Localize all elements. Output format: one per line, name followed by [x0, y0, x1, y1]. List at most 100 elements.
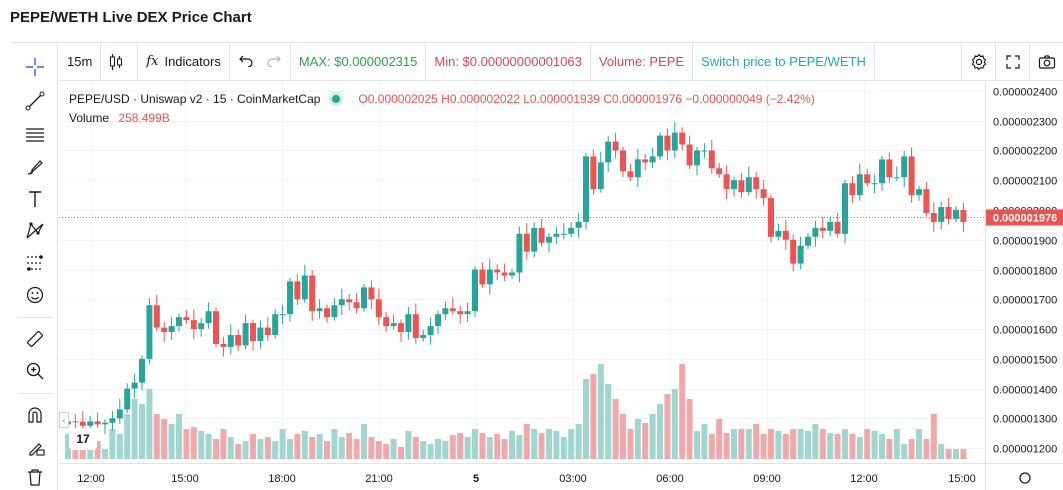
time-tick-label: 21:00 — [365, 473, 393, 485]
candle-body — [361, 287, 367, 309]
candle-body — [627, 171, 634, 178]
volume-bar — [116, 434, 123, 459]
camera-icon[interactable] — [1029, 43, 1063, 81]
chart-area[interactable]: 0.000002400 0.000002300 0.000002200 0.00000… — [59, 82, 1063, 490]
volume-bar — [220, 429, 227, 459]
trash-icon[interactable] — [21, 463, 49, 490]
volume-bar — [605, 384, 612, 459]
candle-body — [435, 314, 441, 327]
candle-body — [568, 227, 575, 234]
forecast-icon[interactable] — [21, 249, 49, 277]
candle-body — [146, 305, 153, 359]
axis-settings-icon[interactable] — [1019, 472, 1031, 484]
candle-body — [176, 317, 182, 327]
volume-bar — [886, 439, 893, 459]
page-title: PEPE/WETH Live DEX Price Chart — [10, 9, 252, 26]
candle-body — [235, 335, 242, 346]
candle-body — [834, 221, 841, 234]
volume-bar — [753, 424, 760, 459]
candle-body — [938, 207, 945, 222]
candle-body — [457, 311, 464, 315]
volume-bar — [679, 364, 686, 459]
volume-bar — [701, 424, 708, 459]
candle-body — [338, 299, 345, 306]
volume-bar — [745, 429, 752, 459]
price-tick-label: 0.000001600 — [993, 325, 1057, 337]
settings-icon[interactable] — [961, 43, 995, 81]
zoom-in-icon[interactable] — [21, 357, 49, 385]
volume-bar — [568, 429, 575, 459]
pattern-icon[interactable] — [21, 217, 49, 245]
candle-body — [893, 177, 900, 179]
volume-bar — [390, 439, 397, 459]
volume-bar — [257, 439, 264, 459]
price-chart[interactable]: 0.000002400 0.000002300 0.000002200 0.00000… — [59, 82, 1063, 490]
candle-body — [227, 335, 234, 347]
volume-bar — [642, 423, 649, 459]
interval-button[interactable]: 15m — [59, 42, 102, 81]
candle-body — [250, 323, 256, 341]
volume-bar — [916, 429, 922, 459]
volume-bar — [124, 414, 131, 459]
collapse-toolbar-button[interactable]: ‹ — [59, 412, 69, 428]
top-toolbar: 15m fx Indicators MAX: $0.000002315 Min:… — [59, 42, 1063, 81]
switch-price-button[interactable]: Switch price to PEPE/WETH — [693, 42, 875, 81]
min-price-label: Min: $0.00000000001063 — [426, 42, 591, 81]
volume-bar — [760, 434, 767, 459]
volume-bar — [102, 449, 108, 459]
volume-bar — [301, 431, 308, 459]
candle-body — [901, 156, 908, 178]
candle-body — [916, 189, 922, 196]
indicators-label: Indicators — [164, 54, 221, 69]
volume-bar — [597, 364, 604, 459]
candle-body — [849, 183, 856, 196]
brush-icon[interactable] — [21, 153, 49, 181]
price-tick-label: 0.000001300 — [993, 414, 1057, 426]
candle-body — [679, 132, 686, 145]
fullscreen-icon[interactable] — [995, 43, 1029, 81]
volume-bar — [590, 374, 597, 459]
lock-draw-icon[interactable] — [21, 433, 49, 461]
emoji-icon[interactable] — [21, 281, 49, 309]
text-icon[interactable] — [21, 185, 49, 213]
candle-body — [486, 269, 493, 285]
candle-body — [375, 299, 382, 318]
volume-bar — [546, 429, 552, 459]
volume-bar — [686, 399, 693, 459]
volume-bar — [272, 441, 279, 459]
magnet-icon[interactable] — [21, 401, 49, 429]
indicators-button[interactable]: fx Indicators — [138, 42, 230, 81]
candle-body — [546, 236, 552, 243]
volume-bar — [375, 441, 382, 459]
crosshair-icon[interactable] — [21, 53, 49, 81]
tradingview-logo[interactable]: 17 — [69, 428, 97, 450]
volume-bar — [812, 424, 819, 459]
candle-body — [745, 177, 752, 193]
candle-body — [775, 230, 782, 237]
volume-bar — [938, 444, 945, 459]
candle-body — [523, 233, 530, 252]
undo-icon[interactable] — [238, 53, 254, 70]
legend-volume-value: 258.499B — [118, 111, 170, 125]
candle-type-button[interactable] — [101, 42, 139, 81]
market-status-icon — [332, 95, 341, 103]
volume-bar — [560, 437, 567, 459]
redo-icon[interactable] — [266, 53, 282, 70]
volume-bar — [649, 414, 656, 459]
chart-legend: PEPE/USD · Uniswap v2 · 15 · CoinMarketC… — [69, 92, 815, 125]
ruler-icon[interactable] — [21, 325, 49, 353]
candle-body — [945, 207, 952, 219]
candle-body — [531, 227, 538, 252]
candle-body — [198, 323, 205, 330]
volume-bar — [176, 414, 182, 459]
volume-bar — [879, 434, 885, 459]
trend-line-icon[interactable] — [21, 87, 49, 115]
volume-bar — [464, 437, 471, 459]
volume-bar — [901, 444, 908, 459]
fib-retracement-icon[interactable] — [21, 121, 49, 149]
candle-body — [183, 317, 190, 321]
candle-body — [449, 308, 456, 312]
volume-bar — [420, 441, 427, 459]
volume-bar — [65, 434, 71, 459]
volume-bar — [827, 433, 834, 459]
